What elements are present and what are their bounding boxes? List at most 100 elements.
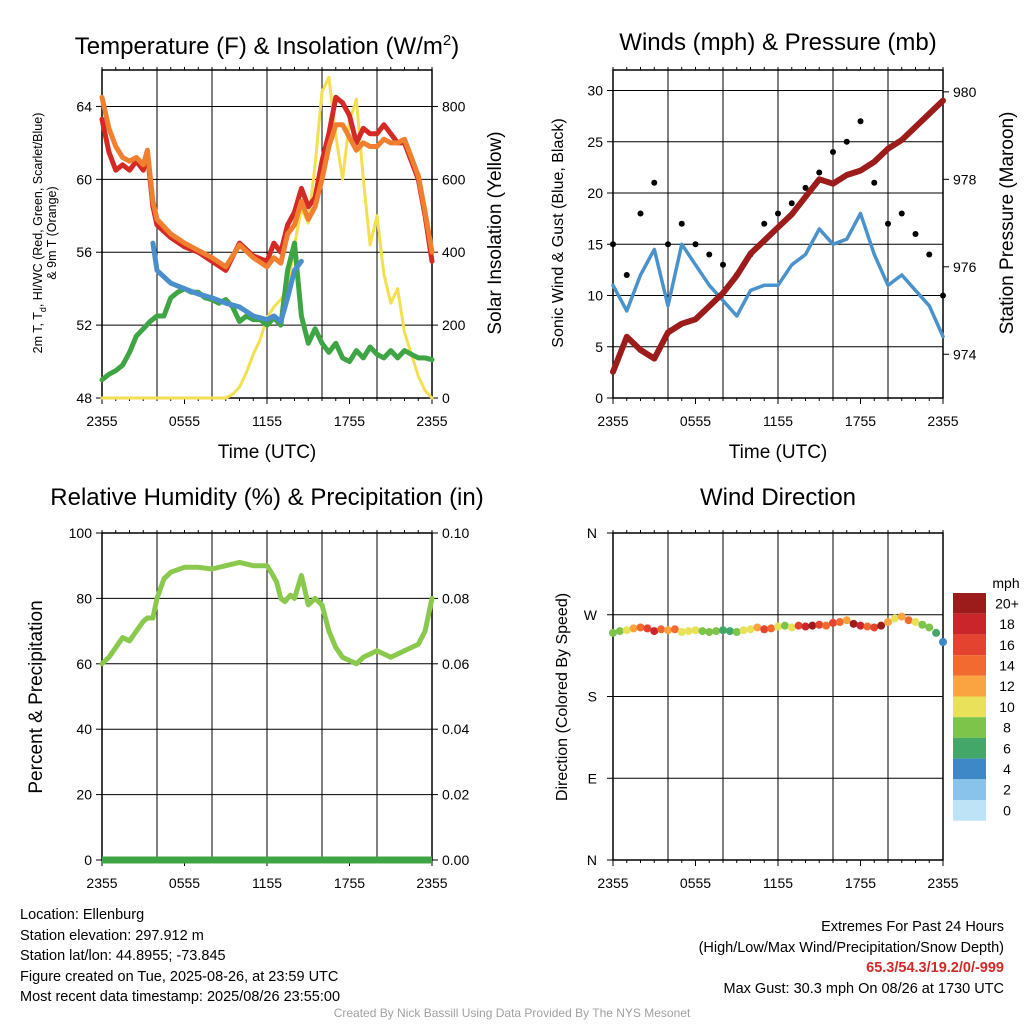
dir-axes: [612, 530, 944, 866]
temp-y2tick: 0: [442, 390, 450, 406]
wind-y2tick: 978: [953, 171, 977, 187]
wind-gust-point: [885, 220, 891, 227]
wind-y2label: Station Pressure (Maroon): [997, 112, 1018, 335]
rh-y2tick: 0.04: [442, 721, 469, 737]
temp-ytick: 64: [76, 98, 92, 114]
direction-point: [760, 625, 769, 634]
colorbar-label: 6: [1003, 740, 1011, 756]
direction-point: [829, 618, 837, 627]
temp-ytick: 56: [76, 244, 92, 260]
wind-gust-point: [912, 231, 919, 237]
temp-y2tick: 600: [442, 171, 466, 187]
station-latlon: Station lat/lon: 44.8955; -73.845: [20, 948, 226, 964]
direction-point: [787, 623, 796, 632]
rh-xtick: 2355: [86, 875, 117, 891]
direction-point: [622, 626, 631, 635]
temperature-panel-title: Temperature (F) & Insolation (W/m2): [75, 32, 459, 60]
wind-gust-point: [857, 118, 864, 125]
temp-y2tick: 200: [442, 317, 466, 333]
colorbar-label: 18: [999, 616, 1015, 632]
colorbar-label: 4: [1003, 761, 1011, 777]
temp-ylabel-line1: 2m T, Td, HI/WC (Red, Green, Scarlet/Blu…: [31, 113, 48, 354]
direction-point: [670, 625, 679, 634]
direction-point: [932, 628, 941, 637]
direction-point: [684, 627, 693, 636]
temp-series-hi-wc: [150, 240, 304, 324]
rh-y2tick: 0.06: [442, 656, 469, 672]
colorbar-swatch: [953, 737, 986, 759]
direction-point: [609, 628, 617, 637]
temp-ytick: 60: [76, 171, 92, 187]
direction-point: [698, 627, 707, 636]
direction-point: [780, 621, 789, 630]
wind-y2tick: 980: [953, 84, 977, 100]
dir-xtick: 1155: [763, 875, 793, 891]
direction-point: [918, 620, 927, 629]
colorbar-label: 14: [999, 657, 1015, 673]
direction-point: [822, 621, 831, 630]
figure-created: Figure created on Tue, 2025-08-26, at 23…: [20, 968, 339, 985]
direction-point: [691, 626, 700, 635]
wind-gust-point: [830, 149, 836, 155]
extremes-title: Extremes For Past 24 Hours: [821, 919, 1004, 935]
wind-gust-point: [843, 138, 850, 145]
extremes-subtitle: (High/Low/Max Wind/Precipitation/Snow De…: [698, 939, 1004, 956]
direction-point: [677, 628, 686, 637]
wind-gust-point: [706, 251, 713, 258]
direction-point: [939, 638, 947, 646]
temp-ylabel-line2: & 9m T (Orange): [45, 186, 59, 279]
colorbar-label: 0: [1003, 802, 1011, 818]
direction-point: [732, 628, 741, 637]
wind-series-station-pressure: [610, 97, 946, 375]
rh-ytick: 100: [69, 525, 93, 541]
colorbar-label: 12: [999, 678, 1015, 694]
wind-ylabel: Sonic Wind & Gust (Blue, Black): [550, 118, 567, 347]
max-gust: Max Gust: 30.3 mph On 08/26 at 1730 UTC: [723, 980, 1004, 997]
colorbar-title: mph: [992, 575, 1019, 591]
temp-xtick: 1755: [334, 413, 365, 429]
rh-xtick: 0555: [169, 875, 200, 891]
rh-y2tick: 0.02: [442, 787, 469, 803]
direction-point: [739, 626, 748, 635]
wind-xtick: 0555: [680, 413, 711, 429]
colorbar-swatch: [953, 800, 986, 821]
station-location: Location: Ellenburg: [20, 907, 145, 923]
direction-point: [877, 621, 886, 630]
temp-series-2m-td: [99, 240, 435, 383]
wind-xtick: 2355: [927, 413, 958, 429]
direction-point: [753, 623, 762, 632]
wind-gust-point: [775, 210, 781, 217]
colorbar-label: 2: [1003, 782, 1011, 798]
direction-panel-title: Wind Direction: [700, 484, 856, 511]
temp-ytick: 52: [76, 317, 92, 333]
wind-gust-point: [678, 220, 685, 227]
extremes-info: Extremes For Past 24 Hours (High/Low/Max…: [699, 917, 1004, 999]
rh-xtick: 1155: [252, 875, 282, 891]
temp-xtick: 1155: [252, 413, 282, 429]
direction-point: [767, 624, 776, 633]
rh-series-relative-humidity: [99, 559, 435, 667]
direction-point: [849, 619, 858, 628]
wind-series-sonic-wind: [611, 211, 945, 339]
rh-ytick: 60: [76, 656, 92, 672]
recent-timestamp: Most recent data timestamp: 2025/08/26 2…: [20, 989, 341, 1005]
wind-xtick: 1755: [845, 413, 876, 429]
direction-point: [664, 626, 672, 635]
direction-point: [863, 622, 872, 631]
credit-line: Created By Nick Bassill Using Data Provi…: [333, 1006, 691, 1020]
station-elevation: Station elevation: 297.912 m: [20, 927, 204, 944]
wind-xlabel: Time (UTC): [729, 442, 828, 463]
colorbar-swatch: [953, 593, 986, 614]
temp-ytick: 48: [76, 390, 92, 406]
colorbar-label: 16: [999, 637, 1015, 653]
dir-xtick: 1755: [845, 875, 876, 891]
temp-xlabel: Time (UTC): [218, 442, 317, 463]
winds-panel-title: Winds (mph) & Pressure (mb): [619, 29, 936, 56]
wind-ytick: 30: [587, 83, 603, 99]
dir-xtick: 2355: [927, 875, 958, 891]
dir-ytick: N: [587, 852, 597, 868]
colorbar-swatch: [953, 634, 986, 656]
temp-axes: [101, 67, 433, 404]
colorbar-label: 10: [999, 699, 1015, 715]
